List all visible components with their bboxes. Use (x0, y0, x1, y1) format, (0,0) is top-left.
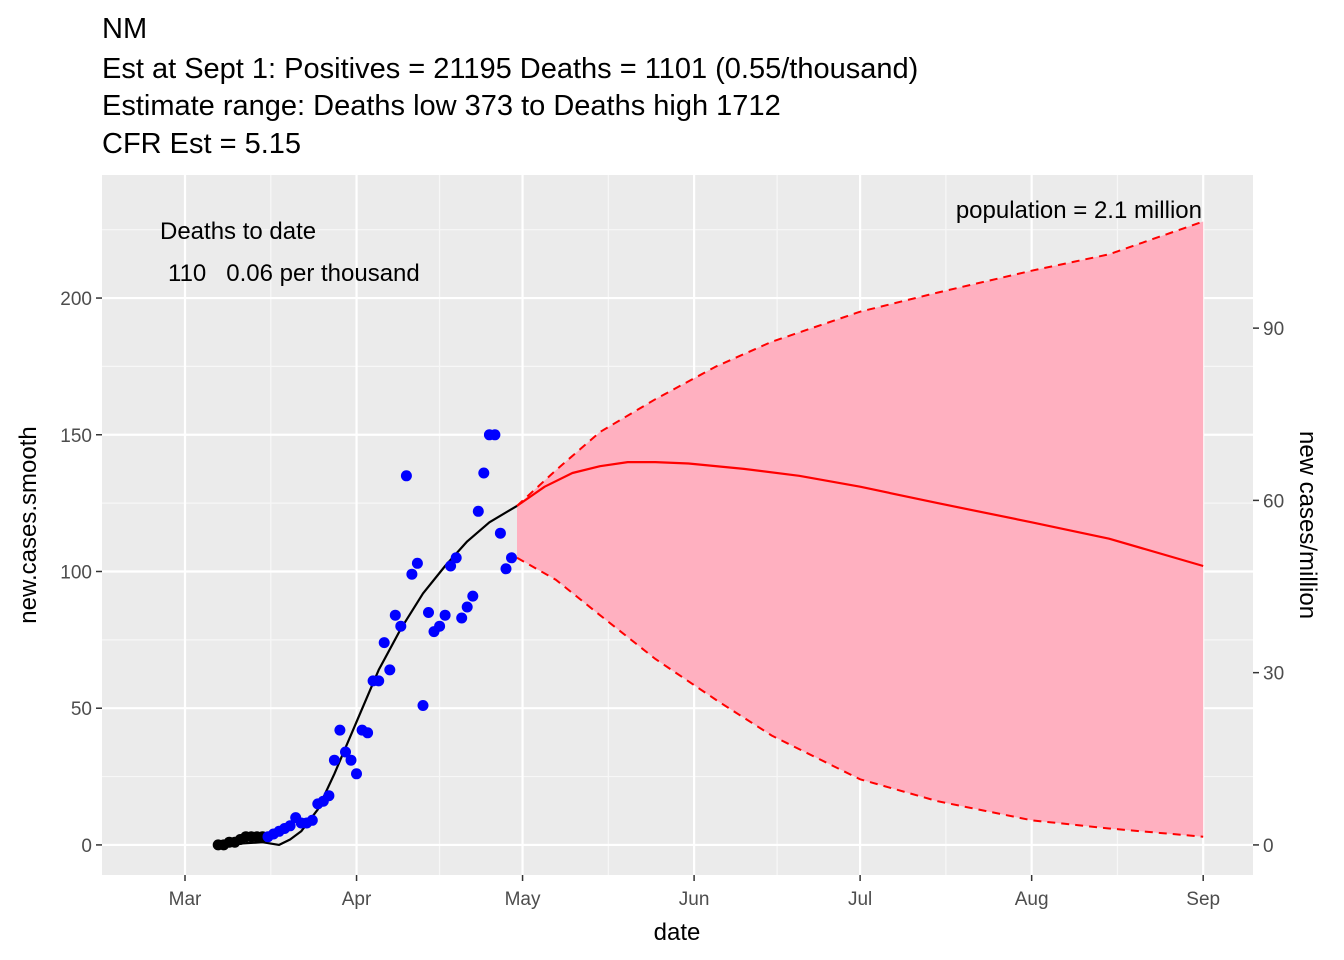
x-axis-title: date (654, 919, 701, 946)
annotations: Deaths to date 110 0.06 per thousand pop… (160, 197, 1202, 287)
y-tick-label: 0 (81, 836, 92, 857)
y-tick-label: 150 (60, 426, 92, 447)
data-point (506, 552, 517, 564)
data-point (494, 527, 506, 539)
data-point (340, 746, 351, 758)
y-tick-label: 200 (60, 289, 92, 310)
data-point (500, 563, 512, 575)
title-line-3: Estimate range: Deaths low 373 to Deaths… (102, 90, 781, 122)
data-point (456, 612, 468, 624)
y2-tick-label: 60 (1263, 491, 1284, 512)
y-axis-title: new.cases.smooth (15, 426, 42, 623)
x-tick-label: Apr (342, 889, 372, 910)
y2-tick-label: 30 (1263, 664, 1284, 685)
series-line-2 (218, 504, 518, 846)
data-point (323, 790, 335, 802)
data-point (445, 560, 457, 572)
data-point (378, 637, 390, 649)
series-line-3 (516, 461, 1204, 568)
data-point (306, 814, 318, 826)
deaths-header: Deaths to date (160, 218, 316, 245)
data-point (450, 552, 462, 564)
y-axis-left: 0 50 100 150 200 (60, 289, 102, 857)
data-point (384, 664, 396, 676)
data-point (284, 820, 296, 832)
chart-title: NM Est at Sept 1: Positives = 21195 Deat… (102, 13, 918, 160)
data-point (395, 620, 407, 632)
y-axis-right: 0 30 60 90 (1253, 319, 1284, 857)
data-point (434, 620, 446, 632)
series-lines (218, 461, 1204, 846)
title-line-2: Est at Sept 1: Positives = 21195 Deaths … (102, 53, 918, 85)
data-point (389, 609, 401, 621)
data-point (439, 609, 451, 621)
band-lower-line (516, 556, 1204, 838)
y2-tick-label: 0 (1263, 836, 1274, 857)
band-area (517, 221, 1204, 837)
band-upper-line (516, 220, 1204, 507)
x-tick-label: Jun (679, 889, 710, 910)
x-tick-label: May (505, 889, 541, 910)
x-tick-label: Sep (1186, 889, 1220, 910)
data-point (406, 568, 418, 580)
x-tick-label: Jul (848, 889, 872, 910)
deaths-value: 110 0.06 per thousand (168, 260, 420, 287)
data-point (362, 727, 374, 739)
data-point (472, 505, 484, 517)
data-point (478, 467, 490, 479)
data-point (467, 590, 479, 602)
data-point (400, 470, 412, 482)
series-points (212, 429, 517, 851)
y2-axis-title: new cases/million (1294, 431, 1321, 619)
title-line-4: CFR Est = 5.15 (102, 128, 301, 160)
data-point (345, 754, 357, 766)
data-point (351, 768, 362, 780)
y-tick-label: 50 (71, 699, 92, 720)
data-point (411, 557, 423, 569)
data-point (334, 724, 346, 736)
data-point (373, 675, 385, 687)
title-line-1: NM (102, 13, 147, 45)
data-point (417, 700, 429, 711)
y-tick-label: 100 (60, 562, 92, 583)
forecast-band (516, 220, 1204, 838)
data-point (489, 429, 501, 441)
x-tick-label: Aug (1015, 889, 1049, 910)
x-tick-label: Mar (169, 889, 202, 910)
data-point (328, 754, 340, 766)
data-point (461, 601, 473, 613)
data-point (423, 607, 434, 618)
x-axis: Mar Apr May Jun Jul Aug Sep (169, 875, 1220, 910)
population-label: population = 2.1 million (956, 197, 1202, 224)
y2-tick-label: 90 (1263, 319, 1284, 340)
